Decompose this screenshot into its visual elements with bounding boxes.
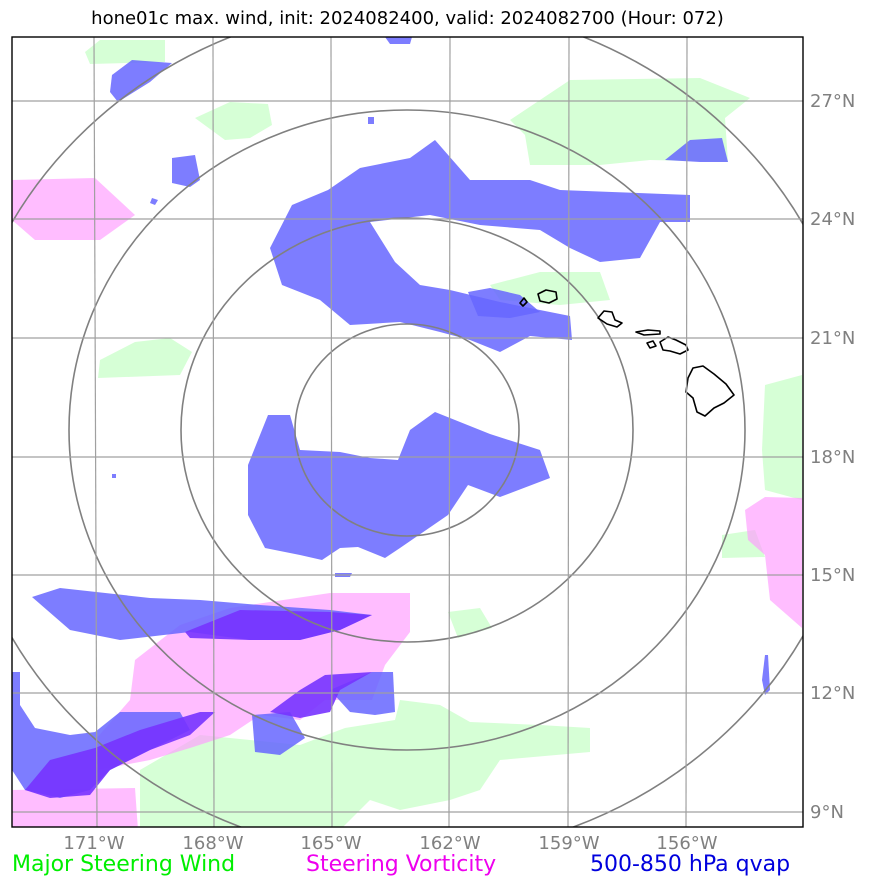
island-lanai: [646, 340, 657, 349]
overlap-layer: [25, 610, 372, 798]
island-molokai: [635, 329, 661, 336]
qvap-patch: [150, 198, 158, 205]
lon-gridline-156w: [685, 36, 688, 828]
lon-gridline-162w: [448, 36, 451, 828]
wind-patch: [85, 40, 165, 64]
island-hawaii: [685, 365, 735, 417]
vorticity-patch: [12, 178, 135, 240]
map-frame: [11, 36, 804, 828]
legend-qvap: 500-850 hPa qvap: [590, 852, 791, 877]
wind-patch: [98, 338, 192, 378]
qvap-patch: [468, 288, 540, 318]
lat-label-27n: 27°N: [810, 91, 855, 112]
lat-labels: 27°N 24°N 21°N 18°N 15°N 12°N 9°N: [810, 91, 855, 823]
legend-steering-wind: Major Steering Wind: [12, 852, 236, 877]
lon-label-159w: 159°W: [538, 833, 599, 854]
wind-patch: [195, 102, 272, 140]
lon-gridline-171w: [93, 36, 98, 828]
vorticity-patch: [12, 788, 138, 827]
overlap-patch: [270, 672, 372, 718]
lat-label-24n: 24°N: [810, 209, 855, 230]
hawaiian-islands: [519, 289, 735, 417]
range-ring: [68, 109, 746, 751]
overlap-patch: [25, 712, 215, 798]
island-oahu: [597, 310, 623, 328]
lon-label-156w: 156°W: [656, 833, 717, 854]
lon-gridline-165w: [330, 36, 333, 828]
lat-label-12n: 12°N: [810, 683, 855, 704]
qvap-patch: [110, 60, 172, 102]
steering-wind-layer: [85, 40, 802, 827]
island-kauai: [537, 289, 558, 304]
wind-patch: [140, 700, 590, 827]
range-ring: [180, 217, 634, 643]
qvap-patch: [172, 155, 200, 187]
wind-patch: [762, 375, 802, 500]
lat-label-9n: 9°N: [810, 802, 844, 823]
qvap-patch: [270, 140, 690, 352]
lon-gridline-168w: [212, 36, 215, 828]
qvap-patch: [762, 655, 770, 695]
range-ring: [294, 323, 520, 537]
graticule: [12, 36, 803, 828]
island-maui: [659, 336, 689, 355]
map-title: hone01c max. wind, init: 2024082400, val…: [91, 8, 724, 29]
qvap-patch: [248, 412, 550, 560]
lon-gridline-159w: [567, 36, 570, 828]
lon-label-168w: 168°W: [182, 833, 243, 854]
lat-label-21n: 21°N: [810, 328, 855, 349]
qvap-patch: [385, 37, 412, 44]
island-niihau: [519, 297, 528, 307]
lon-label-171w: 171°W: [63, 833, 124, 854]
lon-labels: 171°W 168°W 165°W 162°W 159°W 156°W: [63, 833, 717, 854]
overlap-patch: [185, 610, 372, 640]
lon-label-165w: 165°W: [300, 833, 361, 854]
qvap-patch: [112, 474, 116, 478]
vorticity-patch: [745, 497, 802, 628]
qvap-patch: [665, 138, 728, 162]
lat-label-18n: 18°N: [810, 447, 855, 468]
qvap-patch: [252, 712, 305, 755]
legend-steering-vorticity: Steering Vorticity: [306, 852, 497, 877]
qvap-patch: [368, 117, 374, 124]
lon-label-162w: 162°W: [419, 833, 480, 854]
lat-label-15n: 15°N: [810, 565, 855, 586]
range-rings: [12, 37, 803, 827]
